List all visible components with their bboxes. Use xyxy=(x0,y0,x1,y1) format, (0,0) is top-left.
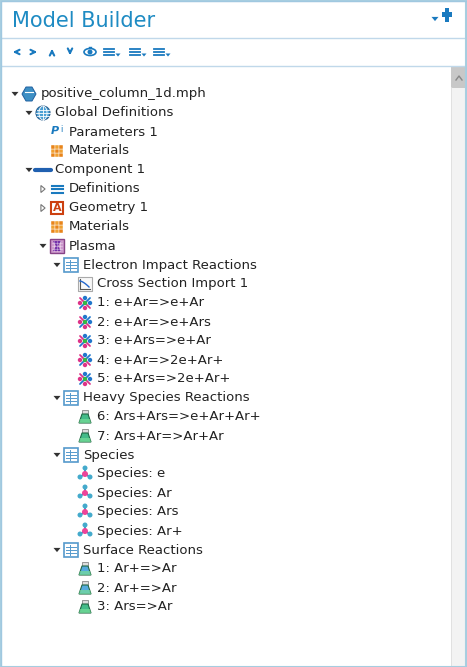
Polygon shape xyxy=(79,585,91,594)
Circle shape xyxy=(83,372,87,376)
Text: Species: Ar+: Species: Ar+ xyxy=(97,524,183,538)
FancyBboxPatch shape xyxy=(0,38,467,66)
Circle shape xyxy=(78,474,83,480)
Text: Species: e: Species: e xyxy=(97,468,165,480)
Circle shape xyxy=(87,532,92,536)
Polygon shape xyxy=(54,396,61,400)
FancyBboxPatch shape xyxy=(64,448,78,462)
Circle shape xyxy=(88,339,92,344)
Circle shape xyxy=(83,339,87,344)
Polygon shape xyxy=(26,168,33,172)
FancyBboxPatch shape xyxy=(64,258,78,272)
FancyBboxPatch shape xyxy=(51,145,55,149)
FancyBboxPatch shape xyxy=(445,8,449,22)
Circle shape xyxy=(78,532,83,536)
Circle shape xyxy=(83,295,87,300)
Circle shape xyxy=(82,509,88,515)
Polygon shape xyxy=(54,548,61,552)
Circle shape xyxy=(88,358,92,362)
Circle shape xyxy=(82,528,88,534)
Text: Plasma: Plasma xyxy=(69,239,117,253)
Text: Electron Impact Reactions: Electron Impact Reactions xyxy=(83,259,257,271)
FancyBboxPatch shape xyxy=(59,153,63,157)
Polygon shape xyxy=(142,53,147,57)
Polygon shape xyxy=(79,609,91,613)
FancyBboxPatch shape xyxy=(55,153,59,157)
Circle shape xyxy=(78,512,83,518)
Text: 3: Ars=>Ar: 3: Ars=>Ar xyxy=(97,600,172,614)
Circle shape xyxy=(83,382,87,386)
Circle shape xyxy=(83,363,87,368)
Circle shape xyxy=(83,334,87,338)
Polygon shape xyxy=(53,241,61,251)
Circle shape xyxy=(78,339,82,344)
Text: Model Builder: Model Builder xyxy=(12,11,155,31)
FancyBboxPatch shape xyxy=(51,153,55,157)
Polygon shape xyxy=(54,263,61,267)
Circle shape xyxy=(83,484,87,490)
Circle shape xyxy=(82,490,88,496)
FancyBboxPatch shape xyxy=(59,221,63,225)
Polygon shape xyxy=(54,453,61,457)
Circle shape xyxy=(83,325,87,329)
FancyBboxPatch shape xyxy=(78,277,92,291)
Circle shape xyxy=(78,494,83,498)
Polygon shape xyxy=(79,414,91,423)
Circle shape xyxy=(78,319,82,324)
Text: 1: e+Ar=>e+Ar: 1: e+Ar=>e+Ar xyxy=(97,297,204,309)
Text: 1: Ar+=>Ar: 1: Ar+=>Ar xyxy=(97,562,177,576)
Text: Species: Ar: Species: Ar xyxy=(97,486,172,500)
Circle shape xyxy=(36,106,50,120)
Circle shape xyxy=(87,49,92,55)
Circle shape xyxy=(83,305,87,310)
Text: Species: Species xyxy=(83,448,134,462)
Circle shape xyxy=(87,474,92,480)
Text: Species: Ars: Species: Ars xyxy=(97,506,178,518)
FancyBboxPatch shape xyxy=(59,145,63,149)
FancyBboxPatch shape xyxy=(51,225,55,229)
Circle shape xyxy=(83,319,87,324)
Text: Definitions: Definitions xyxy=(69,183,141,195)
Circle shape xyxy=(82,471,88,477)
Polygon shape xyxy=(115,53,120,57)
FancyBboxPatch shape xyxy=(442,12,452,17)
Text: 7: Ars+Ar=>Ar+Ar: 7: Ars+Ar=>Ar+Ar xyxy=(97,430,224,442)
Circle shape xyxy=(88,319,92,324)
Circle shape xyxy=(83,344,87,348)
FancyBboxPatch shape xyxy=(55,225,59,229)
Polygon shape xyxy=(40,244,47,248)
Text: Heavy Species Reactions: Heavy Species Reactions xyxy=(83,392,250,404)
Polygon shape xyxy=(79,571,91,575)
FancyBboxPatch shape xyxy=(82,410,88,414)
Text: 3: e+Ars=>e+Ar: 3: e+Ars=>e+Ar xyxy=(97,334,211,348)
Text: Materials: Materials xyxy=(69,221,130,233)
Text: Component 1: Component 1 xyxy=(55,163,145,177)
Circle shape xyxy=(87,494,92,498)
Polygon shape xyxy=(79,433,91,442)
FancyBboxPatch shape xyxy=(0,66,451,667)
Text: A: A xyxy=(53,203,61,213)
FancyBboxPatch shape xyxy=(451,66,467,88)
Polygon shape xyxy=(79,419,91,423)
FancyBboxPatch shape xyxy=(82,429,88,433)
Text: 2: Ar+=>Ar: 2: Ar+=>Ar xyxy=(97,582,177,594)
FancyBboxPatch shape xyxy=(451,66,467,667)
Polygon shape xyxy=(79,566,91,575)
Text: Geometry 1: Geometry 1 xyxy=(69,201,148,215)
Circle shape xyxy=(78,301,82,305)
FancyBboxPatch shape xyxy=(0,0,467,38)
Text: Parameters 1: Parameters 1 xyxy=(69,125,158,139)
Circle shape xyxy=(83,377,87,382)
Circle shape xyxy=(83,522,87,528)
Text: Materials: Materials xyxy=(69,145,130,157)
Polygon shape xyxy=(79,604,91,613)
Text: i: i xyxy=(60,125,62,133)
FancyBboxPatch shape xyxy=(59,149,63,153)
Circle shape xyxy=(88,377,92,382)
Circle shape xyxy=(78,358,82,362)
Polygon shape xyxy=(12,92,19,96)
Text: P: P xyxy=(51,126,59,136)
Text: Cross Section Import 1: Cross Section Import 1 xyxy=(97,277,248,291)
Text: Surface Reactions: Surface Reactions xyxy=(83,544,203,556)
